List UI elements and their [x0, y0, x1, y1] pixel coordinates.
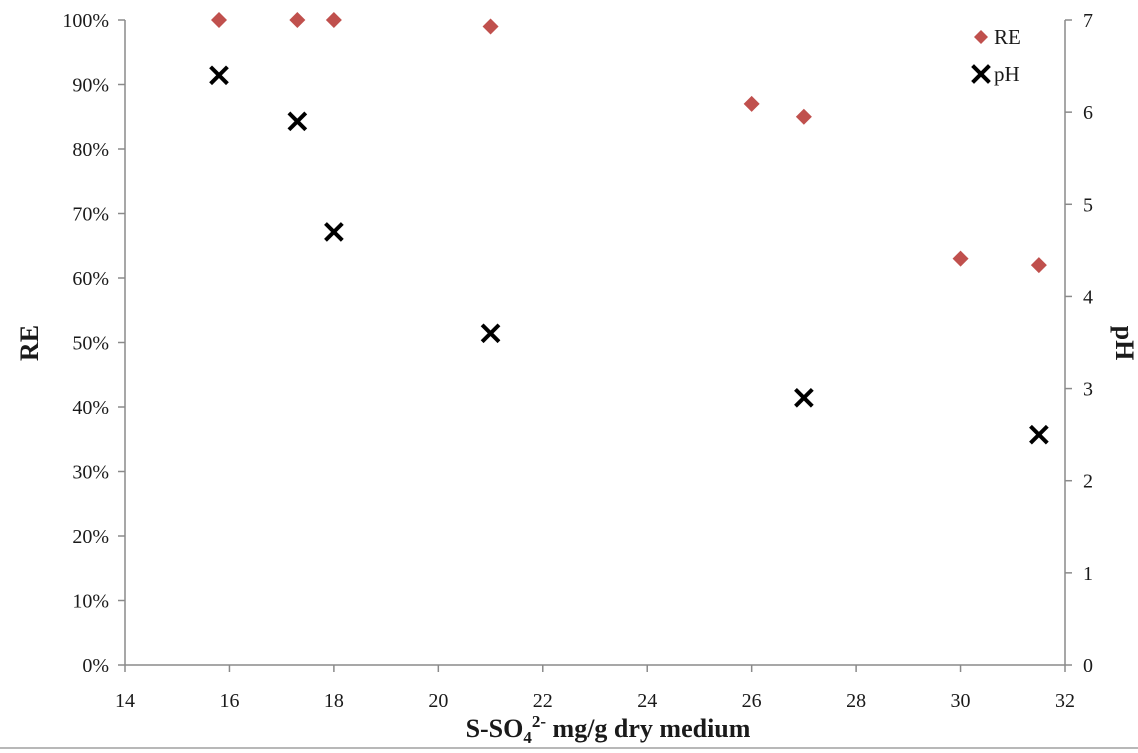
data-point-re: [743, 95, 760, 112]
data-point-re: [211, 12, 227, 28]
x-tick-label: 16: [219, 690, 239, 712]
y-left-tick-label: 70%: [72, 204, 109, 226]
y-left-tick-label: 60%: [72, 268, 109, 290]
data-point-ph: [209, 65, 229, 86]
y-right-axis-title: pH: [1110, 326, 1138, 361]
legend-ph-marker: [971, 64, 991, 84]
data-point-ph: [794, 387, 814, 408]
data-point-re: [325, 12, 342, 28]
data-point-ph: [480, 323, 501, 344]
y-left-tick-label: 40%: [72, 397, 109, 419]
y-left-tick-label: 100%: [62, 10, 109, 32]
x-tick-label: 14: [115, 690, 135, 712]
data-point-ph: [287, 111, 308, 132]
data-point-re: [795, 108, 812, 125]
y-left-tick-label: 50%: [72, 333, 109, 355]
axes: [124, 20, 1066, 666]
x-tick-label: 24: [637, 690, 657, 712]
y-right-tick-label: 5: [1083, 194, 1093, 216]
x-tick-label: 20: [428, 690, 448, 712]
y-left-tick-label: 10%: [72, 591, 109, 613]
y-left-tick-label: 30%: [72, 462, 109, 484]
y-right-tick-label: 1: [1083, 563, 1093, 585]
data-point-re: [482, 18, 499, 35]
y-left-tick-label: 80%: [72, 139, 109, 161]
legend-re-marker: [974, 30, 988, 44]
legend-re-label: RE: [994, 25, 1021, 49]
x-axis-title-superscript: 2-: [532, 712, 547, 731]
legend-ph-cross: [971, 64, 991, 84]
x-tick-label: 28: [846, 690, 866, 712]
legend: RE pH: [971, 25, 1021, 86]
y-right-tick-label: 2: [1083, 471, 1093, 493]
x-tick-label: 18: [324, 690, 344, 712]
data-point-re: [952, 250, 969, 267]
x-tick-label: 22: [533, 690, 553, 712]
data-point-ph: [1029, 424, 1049, 445]
data-point-re: [1030, 257, 1047, 274]
data-point-re: [289, 12, 306, 28]
y-left-tick-label: 0%: [82, 655, 109, 677]
y-right-tick-label: 6: [1083, 102, 1093, 124]
x-axis-title-suffix: mg/g dry medium: [546, 714, 751, 743]
y-right-tick-label: 0: [1083, 655, 1093, 677]
data-marks: [209, 12, 1049, 445]
x-axis-title-prefix: S-SO: [466, 714, 524, 743]
legend-re-diamond: [974, 30, 988, 44]
x-tick-label: 26: [742, 690, 762, 712]
y-right-tick-label: 4: [1083, 286, 1093, 308]
x-axis-title-subscript: 4: [523, 728, 532, 747]
x-tick-label: 32: [1055, 690, 1075, 712]
y-left-tick-label: 20%: [72, 526, 109, 548]
legend-ph-label: pH: [994, 62, 1020, 86]
x-axis-title: S-SO42- mg/g dry medium: [466, 712, 751, 747]
y-right-tick-label: 3: [1083, 379, 1093, 401]
y-left-axis-title: RE: [15, 325, 44, 361]
x-tick-label: 30: [951, 690, 971, 712]
y-left-tick-label: 90%: [72, 75, 109, 97]
y-right-tick-label: 7: [1083, 10, 1093, 32]
data-point-ph: [324, 222, 344, 242]
ticks: 14 16 18 20 22 24 26 28 30 320%10%20%30%40%50%60%…: [62, 10, 1093, 712]
